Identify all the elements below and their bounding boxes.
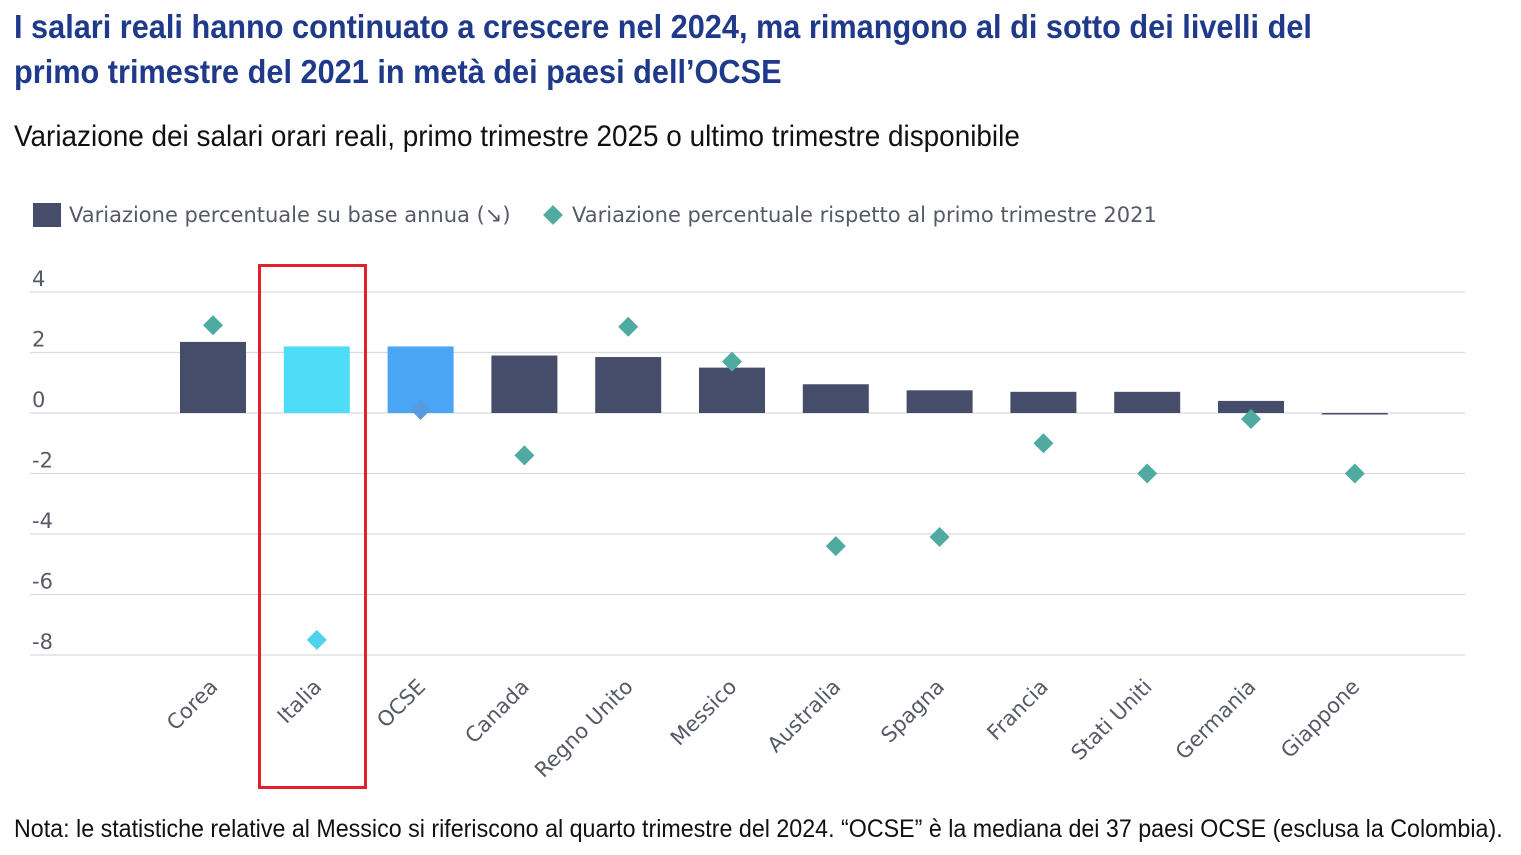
bar	[802, 384, 869, 413]
x-tick-label: Regno Unito	[530, 675, 638, 783]
diamond-point	[618, 316, 639, 337]
diamond-point	[514, 445, 535, 466]
diamond-point	[1033, 433, 1054, 454]
legend-diamond-swatch	[543, 205, 563, 225]
legend-bar-swatch	[33, 203, 61, 227]
x-tick-label: Francia	[982, 675, 1052, 745]
x-tick-label: Corea	[162, 675, 222, 735]
x-tick-label: Germania	[1171, 675, 1261, 765]
x-tick-label: OCSE	[372, 675, 430, 733]
x-tick-label: Messico	[666, 675, 742, 751]
diamond-point	[722, 351, 742, 372]
diamond-point	[410, 399, 431, 420]
x-tick-label: Giappone	[1276, 675, 1364, 763]
diamond-point	[1241, 409, 1261, 430]
bar	[906, 390, 973, 413]
y-tick-label: -6	[32, 570, 53, 594]
bar	[491, 355, 558, 413]
bar	[283, 346, 350, 413]
diamond-point	[825, 536, 846, 557]
legend-item-diamond: Variazione percentuale rispetto al primo…	[540, 200, 1157, 230]
y-tick-label: -2	[32, 449, 53, 473]
x-tick-label: Stati Uniti	[1066, 675, 1156, 765]
legend-diamond-label: Variazione percentuale rispetto al primo…	[572, 203, 1157, 227]
y-tick-label: -4	[32, 509, 53, 533]
bar	[1010, 391, 1077, 413]
y-tick-label: 0	[32, 388, 45, 412]
bar	[1218, 400, 1284, 413]
legend-bar-label: Variazione percentuale su base annua (↘)	[69, 203, 511, 227]
diamond-point	[306, 629, 327, 650]
diamond-point	[1344, 463, 1365, 484]
bar	[595, 357, 662, 413]
bar	[1114, 391, 1181, 413]
chart-title: I salari reali hanno continuato a cresce…	[14, 8, 1312, 90]
y-tick-label: -8	[32, 630, 53, 654]
x-tick-label: Australia	[763, 675, 846, 758]
italia-highlight-box	[258, 264, 367, 789]
x-tick-label: Spagna	[876, 675, 949, 748]
y-tick-label: 2	[32, 328, 45, 352]
diamond-point	[929, 527, 950, 548]
diamond-point	[203, 315, 223, 336]
bar	[1321, 413, 1388, 415]
diamond-point	[1137, 463, 1158, 484]
chart-subtitle: Variazione dei salari orari reali, primo…	[14, 120, 1020, 153]
y-tick-label: 4	[32, 267, 45, 291]
bar	[180, 341, 246, 413]
x-tick-label: Canada	[460, 675, 533, 748]
legend-item-bar: Variazione percentuale su base annua (↘)	[33, 200, 511, 230]
bar	[699, 367, 765, 413]
chart-note: Nota: le statistiche relative al Messico…	[14, 815, 1503, 843]
